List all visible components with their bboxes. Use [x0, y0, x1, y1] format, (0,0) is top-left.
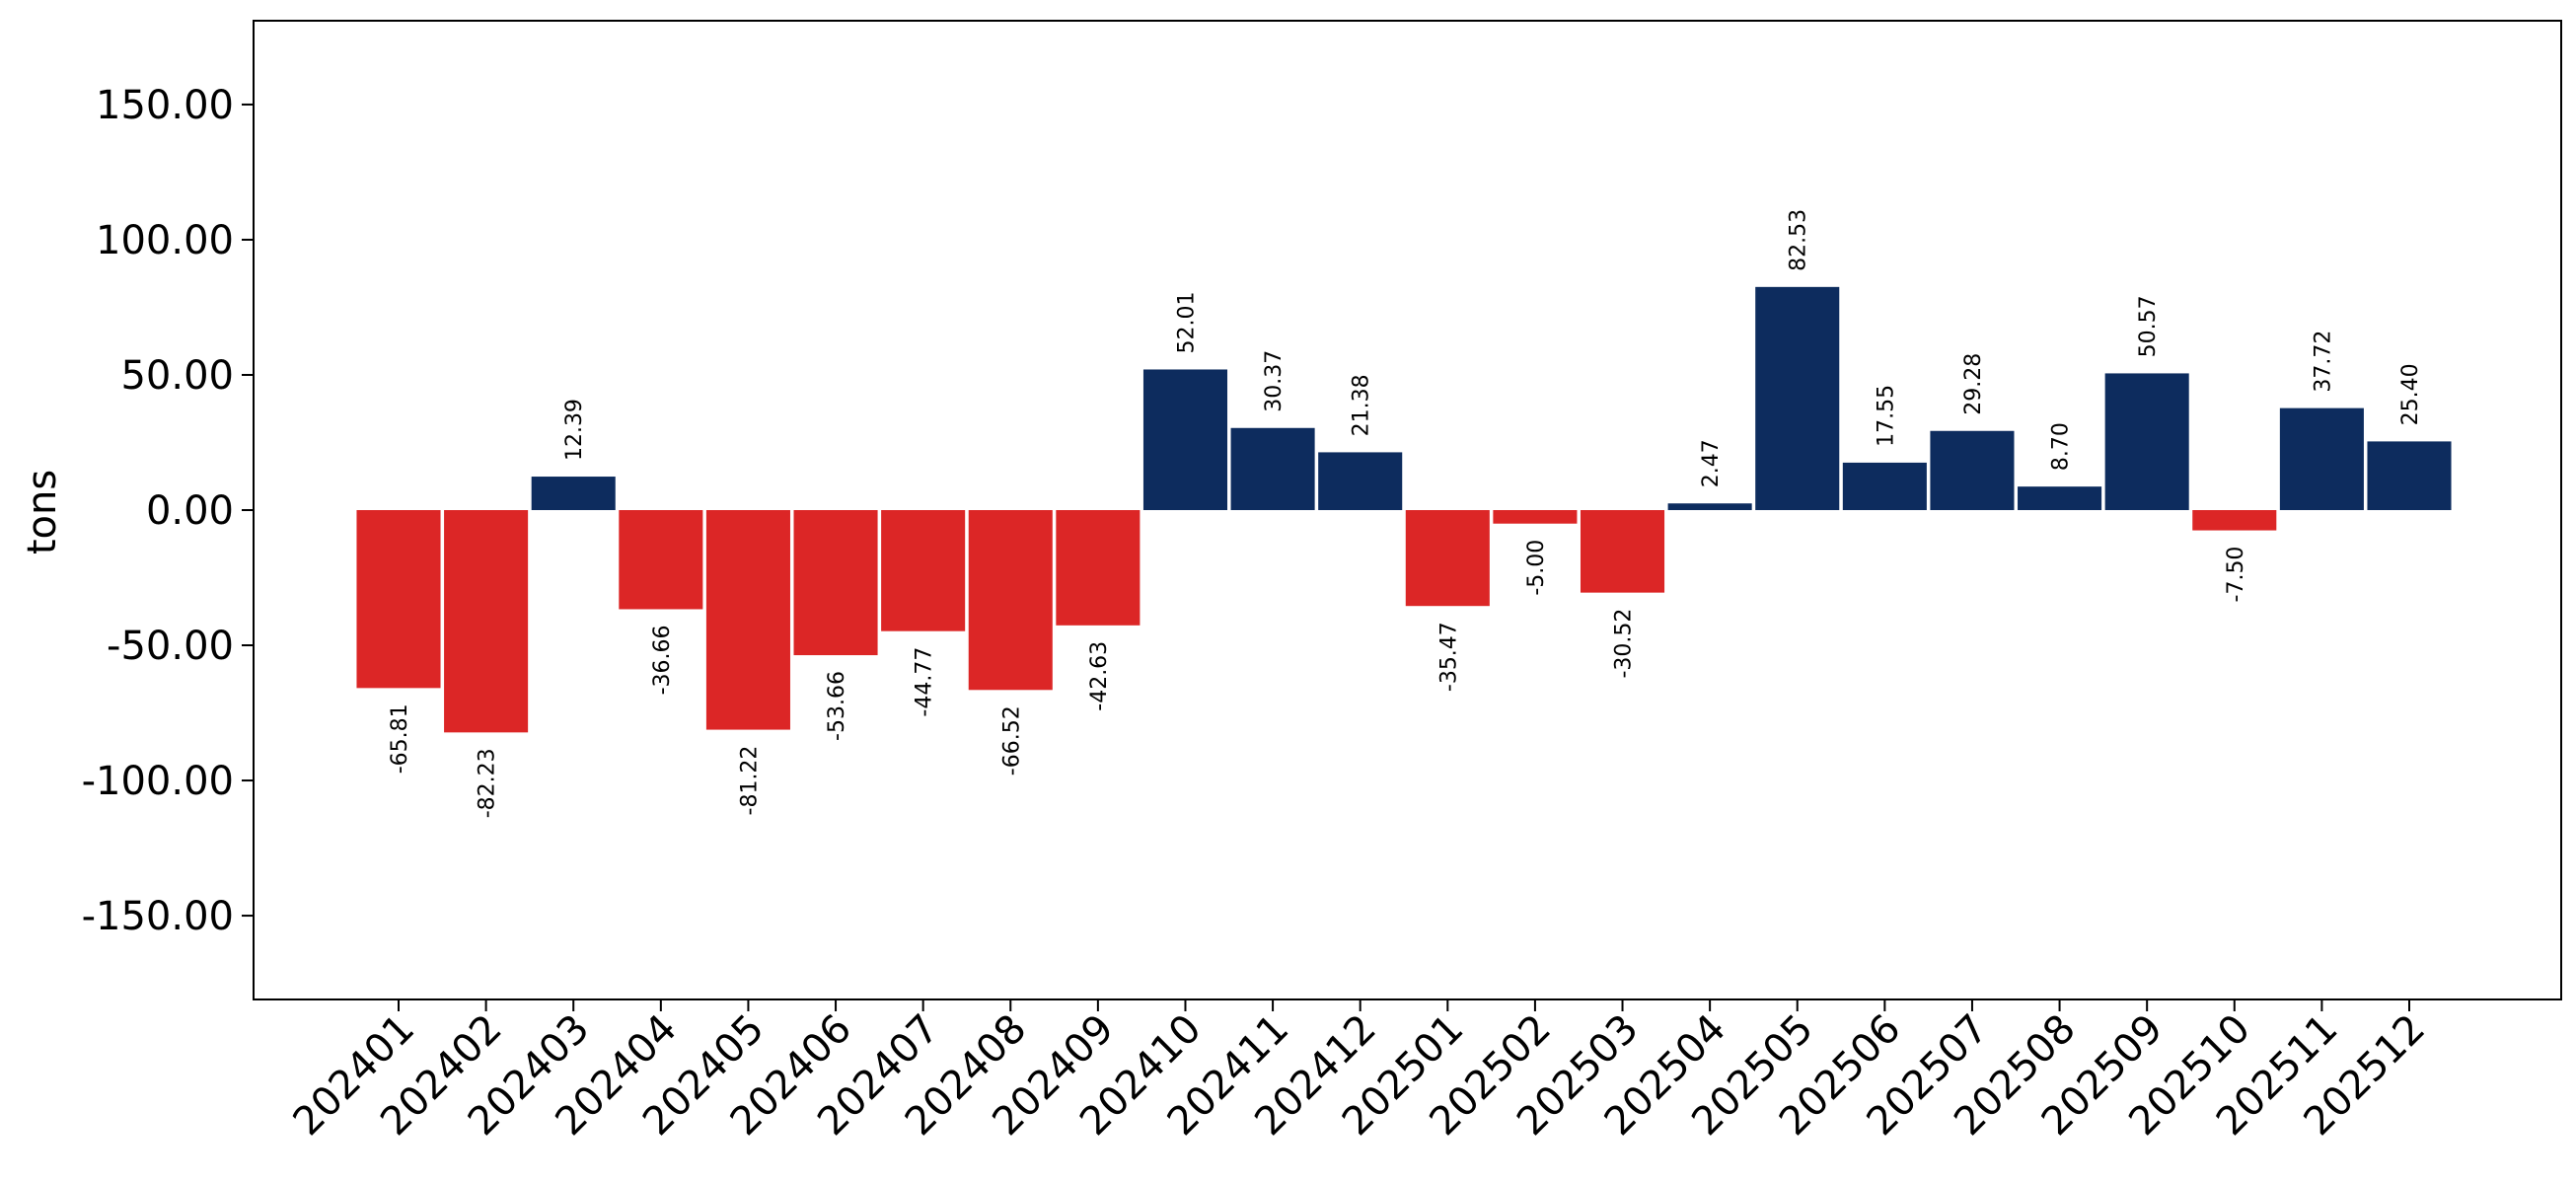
bar	[1318, 452, 1403, 510]
data-label: -81.22	[737, 746, 762, 816]
bar	[881, 510, 966, 631]
data-label: -53.66	[825, 671, 849, 741]
data-label: 37.72	[2311, 331, 2335, 393]
data-label: -7.50	[2224, 547, 2248, 603]
bar	[2018, 486, 2102, 510]
data-label: -36.66	[650, 625, 675, 695]
data-label: -30.52	[1612, 609, 1637, 679]
bar	[1930, 430, 2015, 510]
bar	[1580, 510, 1665, 593]
data-label: 82.53	[1787, 209, 1811, 271]
bar	[619, 510, 703, 610]
data-label: -35.47	[1436, 622, 1461, 692]
bar	[1405, 510, 1490, 607]
bar	[1755, 286, 1840, 510]
data-label: 2.47	[1699, 439, 1724, 487]
bar	[705, 510, 790, 730]
data-label: -66.52	[999, 705, 1024, 776]
x-axis: 2024012024022024032024042024052024062024…	[285, 999, 2434, 1145]
bar	[968, 510, 1053, 691]
bar	[793, 510, 878, 656]
bar	[2279, 407, 2364, 510]
bar	[444, 510, 529, 733]
bar	[531, 477, 616, 510]
bar	[356, 510, 441, 689]
data-label: 25.40	[2398, 363, 2423, 425]
data-label: 52.01	[1174, 291, 1199, 353]
bars	[356, 286, 2452, 733]
bar	[2367, 441, 2452, 510]
data-label: 30.37	[1262, 350, 1287, 412]
bar	[1056, 510, 1141, 626]
y-tick-label: 50.00	[120, 353, 234, 399]
data-label: -65.81	[388, 703, 412, 774]
y-tick-label: 150.00	[96, 83, 234, 128]
y-axis-label: tons	[20, 470, 65, 555]
data-label: 50.57	[2136, 295, 2161, 357]
bar	[1230, 427, 1315, 510]
bar	[1842, 462, 1927, 510]
data-label: 17.55	[1874, 385, 1898, 447]
data-label: -82.23	[476, 748, 500, 818]
y-tick-label: 0.00	[146, 488, 234, 534]
data-label: -42.63	[1087, 641, 1112, 711]
bar	[1667, 503, 1752, 510]
bar	[1493, 510, 1578, 524]
data-label: 21.38	[1350, 374, 1374, 436]
y-tick-label: -50.00	[107, 624, 234, 669]
data-label: -5.00	[1524, 540, 1549, 596]
bar	[2192, 510, 2277, 531]
bar	[2104, 373, 2189, 510]
bar	[1142, 369, 1228, 510]
data-label: 12.39	[562, 399, 587, 461]
data-labels: -65.81 -82.23 12.39 -36.66 -81.22 -53.66 -44.7…	[388, 209, 2423, 818]
y-axis: -150.00 -100.00 -50.00 0.00 50.00 100.00 150.0…	[82, 83, 254, 939]
data-label: 8.70	[2049, 422, 2074, 471]
data-label: 29.28	[1961, 353, 1986, 415]
y-tick-label: 100.00	[96, 218, 234, 263]
y-tick-label: -150.00	[82, 894, 234, 939]
y-tick-label: -100.00	[82, 759, 234, 804]
data-label: -44.77	[913, 647, 937, 717]
